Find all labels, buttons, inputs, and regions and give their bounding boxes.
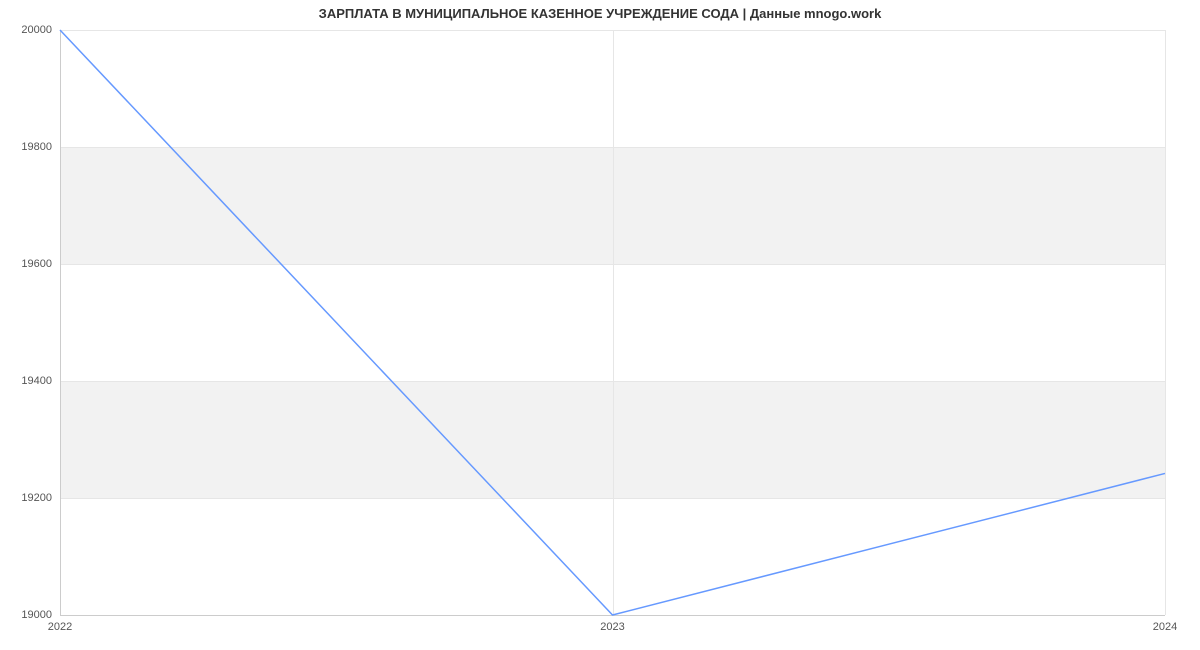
chart-title: ЗАРПЛАТА В МУНИЦИПАЛЬНОЕ КАЗЕННОЕ УЧРЕЖД… — [0, 6, 1200, 21]
x-tick-label: 2024 — [1135, 621, 1195, 633]
series-line-salary — [60, 30, 1165, 615]
x-tick-label: 2022 — [30, 621, 90, 633]
y-tick-label: 19800 — [10, 141, 52, 153]
y-tick-label: 19000 — [10, 609, 52, 621]
y-tick-label: 20000 — [10, 24, 52, 36]
y-tick-label: 19400 — [10, 375, 52, 387]
y-tick-label: 19200 — [10, 492, 52, 504]
gridline-vertical — [1165, 30, 1166, 615]
chart-container: ЗАРПЛАТА В МУНИЦИПАЛЬНОЕ КАЗЕННОЕ УЧРЕЖД… — [0, 0, 1200, 650]
y-tick-label: 19600 — [10, 258, 52, 270]
x-tick-label: 2023 — [583, 621, 643, 633]
line-layer — [60, 30, 1165, 615]
plot-area — [60, 30, 1165, 615]
